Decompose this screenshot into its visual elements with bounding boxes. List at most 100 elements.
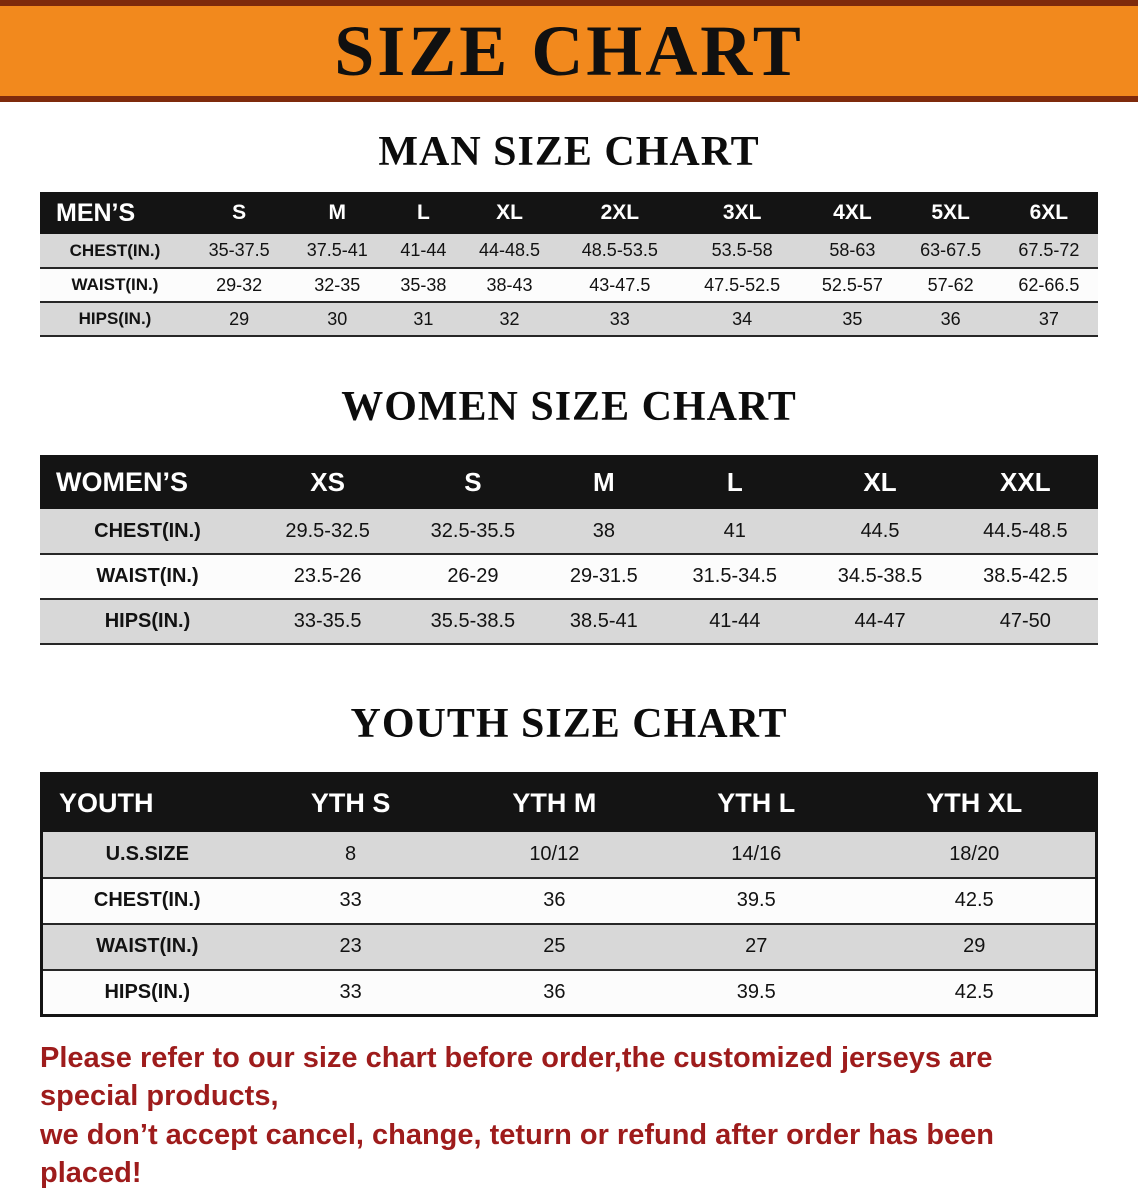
measurement-label: HIPS(IN.) [40,302,190,336]
measurement-row: U.S.SIZE 8 10/12 14/16 18/20 [41,831,1097,878]
measurement-value: 53.5-58 [680,234,804,268]
measurement-value: 35.5-38.5 [400,599,546,644]
size-column-header: YTH M [449,773,660,832]
measurement-row: WAIST(IN.) 23.5-26 26-29 29-31.5 31.5-34.5 34… [40,554,1098,599]
measurement-value: 36 [901,302,1000,336]
measurement-value: 58-63 [803,234,902,268]
measurement-value: 36 [449,877,660,924]
size-column-header: XL [460,192,559,234]
footer-note: Please refer to our size chart before or… [40,1039,1098,1192]
size-column-header: M [288,192,387,234]
measurement-value: 57-62 [901,268,1000,302]
measurement-value: 14/16 [659,831,854,878]
measurement-value: 32-35 [288,268,387,302]
women-size-table: WOMEN’S XS S M L XL XXL CHEST(IN.) 29.5-32.5 32.5… [40,455,1098,645]
measurement-value: 26-29 [400,554,546,599]
size-column-header: XS [255,455,401,509]
measurement-value: 44-48.5 [460,234,559,268]
measurement-label: WAIST(IN.) [40,268,190,302]
measurement-label: WAIST(IN.) [41,923,252,970]
measurement-row: HIPS(IN.) 33-35.5 35.5-38.5 38.5-41 41-44 44-… [40,599,1098,644]
size-chart-banner: SIZE CHART [0,0,1138,102]
table-title-cell: MEN’S [40,192,190,234]
measurement-value: 52.5-57 [803,268,902,302]
measurement-value: 29.5-32.5 [255,509,401,554]
measurement-value: 32 [460,302,559,336]
measurement-value: 34.5-38.5 [807,554,953,599]
measurement-value: 38.5-41 [545,599,663,644]
measurement-value: 25 [449,923,660,970]
measurement-value: 32.5-35.5 [400,509,546,554]
measurement-value: 34 [680,302,804,336]
measurement-value: 37 [999,302,1098,336]
measurement-row: CHEST(IN.) 29.5-32.5 32.5-35.5 38 41 44.5 44.5… [40,509,1098,554]
men-section-heading: MAN SIZE CHART [378,129,760,175]
banner-title: SIZE CHART [334,11,804,91]
measurement-label: CHEST(IN.) [40,509,255,554]
measurement-value: 35-37.5 [190,234,289,268]
measurement-label: WAIST(IN.) [40,554,255,599]
men-size-section: MAN SIZE CHART MEN’S S M L XL 2XL 3XL 4XL 5XL 6XL… [0,128,1138,337]
measurement-value: 30 [288,302,387,336]
measurement-row: CHEST(IN.) 33 36 39.5 42.5 [41,877,1097,924]
measurement-value: 10/12 [449,831,660,878]
measurement-value: 63-67.5 [901,234,1000,268]
measurement-value: 47.5-52.5 [680,268,804,302]
measurement-value: 18/20 [853,831,1097,878]
footer-note-line1: Please refer to our size chart before or… [40,1042,993,1113]
measurement-value: 41 [662,509,808,554]
measurement-value: 33 [558,302,681,336]
measurement-label: CHEST(IN.) [40,234,190,268]
measurement-value: 29-32 [190,268,289,302]
measurement-value: 48.5-53.5 [558,234,681,268]
table-header-row: WOMEN’S XS S M L XL XXL [40,455,1098,509]
measurement-label: U.S.SIZE [41,831,252,878]
measurement-value: 42.5 [853,877,1097,924]
measurement-value: 62-66.5 [999,268,1098,302]
size-column-header: 2XL [558,192,681,234]
measurement-value: 41-44 [386,234,461,268]
measurement-value: 29-31.5 [545,554,663,599]
measurement-value: 42.5 [853,969,1097,1016]
size-column-header: YTH XL [853,773,1097,832]
measurement-value: 44.5 [807,509,953,554]
measurement-value: 31 [386,302,461,336]
measurement-value: 41-44 [662,599,808,644]
measurement-label: HIPS(IN.) [40,599,255,644]
youth-size-table: YOUTH YTH S YTH M YTH L YTH XL U.S.SIZE 8 10/12… [40,772,1098,1017]
measurement-value: 43-47.5 [558,268,681,302]
measurement-value: 44-47 [807,599,953,644]
size-column-header: XXL [952,455,1098,509]
table-header-row: YOUTH YTH S YTH M YTH L YTH XL [41,773,1097,832]
measurement-row: HIPS(IN.) 33 36 39.5 42.5 [41,969,1097,1016]
size-column-header: L [386,192,461,234]
measurement-value: 23 [251,923,450,970]
measurement-value: 36 [449,969,660,1016]
size-column-header: 6XL [999,192,1098,234]
measurement-value: 38.5-42.5 [952,554,1098,599]
size-column-header: 5XL [901,192,1000,234]
women-section-heading: WOMEN SIZE CHART [341,384,797,430]
size-column-header: YTH L [659,773,854,832]
measurement-value: 29 [853,923,1097,970]
measurement-row: WAIST(IN.) 29-32 32-35 35-38 38-43 43-47.5 47.… [40,268,1098,302]
table-title-cell: YOUTH [41,773,252,832]
measurement-value: 27 [659,923,854,970]
size-column-header: L [662,455,808,509]
measurement-value: 38-43 [460,268,559,302]
measurement-value: 37.5-41 [288,234,387,268]
measurement-value: 33-35.5 [255,599,401,644]
women-size-section: WOMEN SIZE CHART WOMEN’S XS S M L XL XXL CHEST(… [0,383,1138,645]
measurement-value: 38 [545,509,663,554]
size-column-header: M [545,455,663,509]
table-header-row: MEN’S S M L XL 2XL 3XL 4XL 5XL 6XL [40,192,1098,234]
size-column-header: 3XL [680,192,804,234]
youth-size-section: YOUTH SIZE CHART YOUTH YTH S YTH M YTH L YTH… [0,700,1138,1017]
size-column-header: S [400,455,546,509]
measurement-label: HIPS(IN.) [41,969,252,1016]
measurement-value: 33 [251,969,450,1016]
measurement-row: CHEST(IN.) 35-37.5 37.5-41 41-44 44-48.5 48.5… [40,234,1098,268]
size-column-header: 4XL [803,192,902,234]
size-column-header: XL [807,455,953,509]
men-size-table: MEN’S S M L XL 2XL 3XL 4XL 5XL 6XL CHEST(IN.) 35-37… [40,192,1098,337]
